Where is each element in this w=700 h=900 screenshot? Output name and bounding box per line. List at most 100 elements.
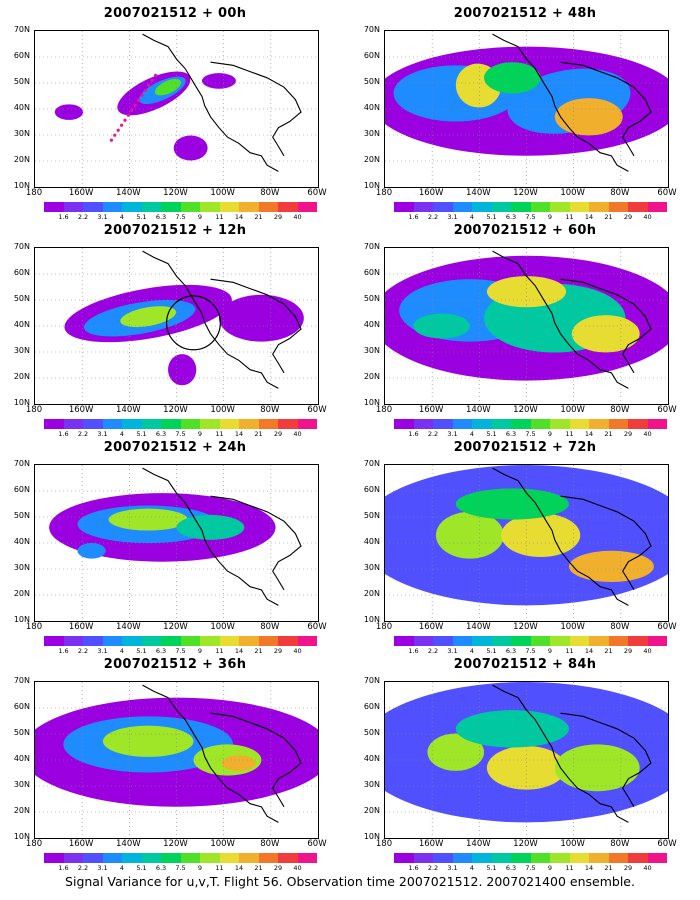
longitude-label: 160W [418, 188, 444, 198]
latitude-label: 60N [13, 268, 30, 277]
colorbar-swatch [472, 202, 492, 212]
latitude-label: 40N [363, 537, 380, 546]
longitude-label: 100W [560, 839, 585, 849]
panel-title: 2007021512 + 24h [103, 440, 247, 455]
flight-track-point [136, 98, 141, 102]
longitude-label: 140W [116, 839, 141, 849]
colorbar-label: 2.2 [427, 647, 439, 655]
longitude-label: 80W [260, 188, 280, 198]
colorbar-label: 1.6 [408, 864, 419, 872]
colorbar [394, 636, 667, 646]
colorbar-label: 4 [469, 647, 475, 655]
colorbar [44, 636, 317, 646]
colorbar-label: 1.6 [58, 647, 69, 655]
longitude-label: 60W [307, 622, 327, 632]
longitude-label: 160W [68, 188, 94, 198]
variance-contour [173, 135, 208, 161]
colorbar-label: 11 [565, 864, 574, 872]
colorbar-swatch [239, 202, 259, 212]
panel-title: 2007021512 + 48h [453, 6, 597, 21]
latitude-label: 60N [363, 702, 380, 711]
colorbar-swatch [102, 853, 122, 863]
variance-contour [77, 543, 106, 559]
coastline [210, 278, 302, 374]
colorbar [394, 202, 667, 212]
colorbar-swatch [278, 636, 298, 646]
colorbar-label: 6.3 [505, 647, 517, 655]
longitude-label: 180 [375, 188, 393, 198]
latitude-label: 30N [13, 346, 30, 355]
colorbar-label: 40 [643, 647, 652, 655]
latitude-label: 20N [13, 155, 30, 164]
latitude-label: 20N [13, 589, 30, 598]
colorbar-label: 7.5 [175, 647, 186, 655]
colorbar-swatch [511, 419, 531, 429]
colorbar-swatch [102, 202, 122, 212]
colorbar-label: 40 [643, 864, 652, 872]
variance-map [385, 31, 668, 187]
panel-title: 2007021512 + 60h [453, 223, 597, 238]
colorbar-swatch [297, 636, 317, 646]
colorbar-label: 4 [119, 864, 125, 872]
map-panel: 2007021512 + 12h 70N 60N 50N 40N 30N 20N 10N 180… [0, 223, 350, 441]
colorbar-swatch [141, 419, 161, 429]
colorbar-swatch [122, 853, 142, 863]
colorbar-swatch [83, 202, 103, 212]
latitude-label: 70N [13, 459, 30, 468]
colorbar-label: 7.5 [175, 430, 186, 438]
colorbar-label: 1.6 [408, 213, 419, 221]
longitude-label: 180 [375, 839, 393, 849]
colorbar-swatch [413, 853, 433, 863]
longitude-label: 80W [610, 622, 630, 632]
colorbar-label: 4 [469, 864, 475, 872]
colorbar-label: 40 [643, 430, 652, 438]
colorbar-swatch [63, 202, 83, 212]
variance-map [385, 465, 668, 621]
variance-map [385, 682, 668, 838]
longitude-label: 120W [513, 622, 538, 632]
longitude-label: 80W [260, 839, 280, 849]
latitude-label: 40N [363, 754, 380, 763]
flight-track-point [123, 118, 127, 122]
colorbar-swatch [278, 202, 298, 212]
colorbar-swatch [102, 636, 122, 646]
colorbar-label: 11 [565, 647, 574, 655]
latitude-label: 50N [363, 511, 380, 520]
flight-track-point [133, 103, 137, 107]
colorbar-label: 11 [215, 864, 224, 872]
variance-map [35, 682, 318, 838]
latitude-label: 60N [13, 702, 30, 711]
longitude-label: 140W [116, 188, 141, 198]
coastline [142, 33, 279, 172]
latitude-label: 60N [363, 268, 380, 277]
colorbar-label: 6.3 [155, 213, 167, 221]
latitude-label: 50N [363, 294, 380, 303]
colorbar-swatch [491, 202, 511, 212]
colorbar-swatch [569, 636, 589, 646]
colorbar-swatch [530, 419, 550, 429]
coastline [560, 495, 652, 591]
colorbar-label: 40 [293, 647, 302, 655]
latitude-label: 30N [363, 346, 380, 355]
colorbar-swatch [530, 202, 550, 212]
colorbar-label: 5.1 [136, 864, 147, 872]
colorbar-swatch [63, 636, 83, 646]
longitude-label: 120W [163, 188, 188, 198]
variance-contour [108, 508, 188, 531]
colorbar-swatch [569, 202, 589, 212]
colorbar-label: 7.5 [175, 864, 186, 872]
colorbar-label: 11 [565, 213, 574, 221]
colorbar-label: 4 [119, 647, 125, 655]
colorbar-label: 4 [119, 213, 125, 221]
colorbar-swatch [452, 636, 472, 646]
coastline [492, 467, 629, 606]
colorbar-swatch [180, 853, 200, 863]
figure-caption: Signal Variance for u,v,T. Flight 56. Ob… [65, 874, 635, 889]
longitude-label: 180 [25, 839, 43, 849]
colorbar-label: 21 [254, 213, 263, 221]
colorbar-label: 7.5 [525, 647, 536, 655]
latitude-label: 30N [363, 563, 380, 572]
latitude-label: 50N [363, 77, 380, 86]
panel-title: 2007021512 + 36h [103, 657, 247, 672]
latitude-label: 10N [13, 615, 30, 624]
